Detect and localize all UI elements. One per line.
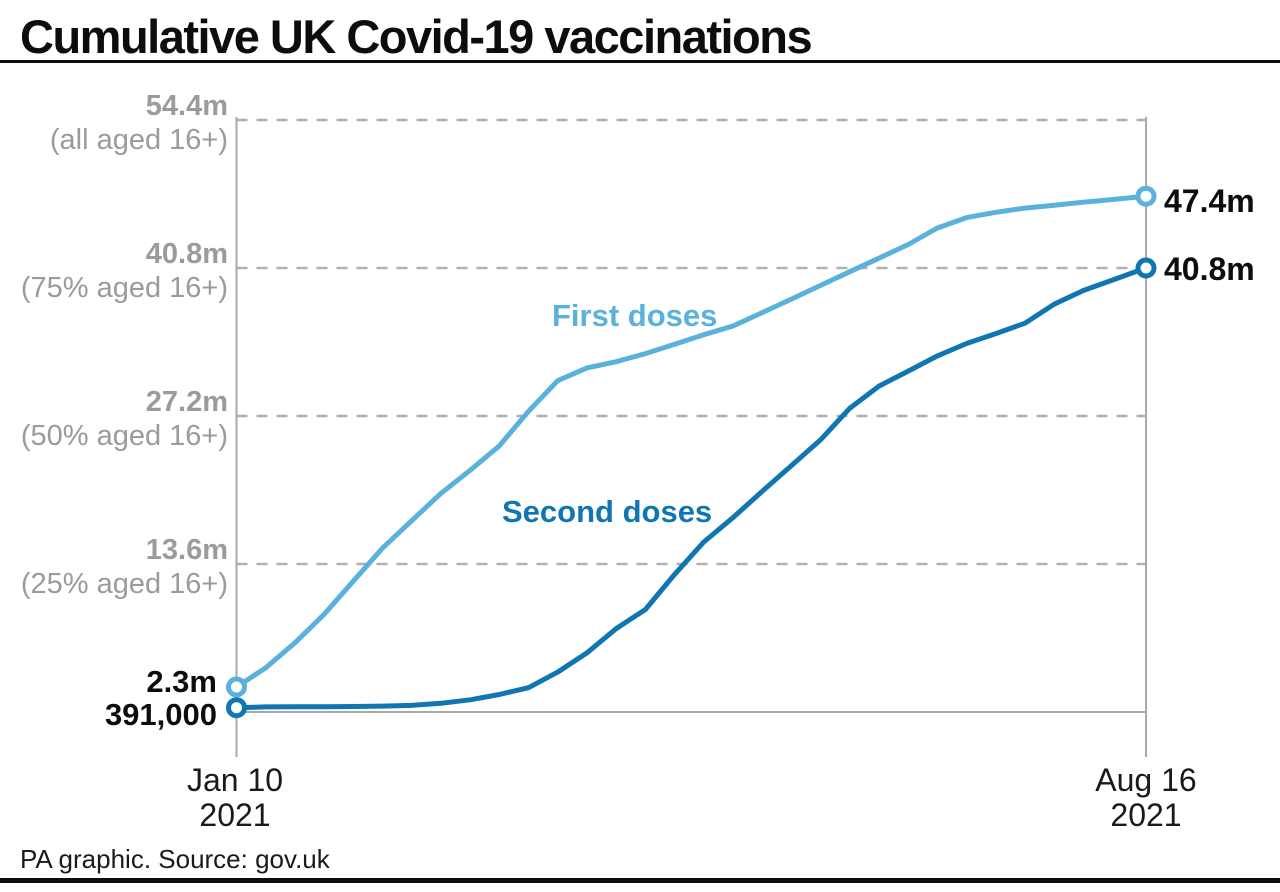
x-axis-end-label: Aug 16 2021 bbox=[1046, 763, 1246, 833]
second-doses-end-marker bbox=[1135, 257, 1157, 279]
first-doses-series-label: First doses bbox=[552, 298, 718, 333]
x-axis-end-date: Aug 16 bbox=[1095, 762, 1197, 798]
y-guide-value-54-4m: 54.4m bbox=[145, 90, 228, 122]
x-axis-start-label: Jan 10 2021 bbox=[135, 763, 335, 833]
first-doses-start-marker bbox=[226, 676, 247, 698]
second-doses-series-label: Second doses bbox=[502, 494, 713, 529]
y-guide-sublabel-25pct: (25% aged 16+) bbox=[20, 568, 228, 600]
y-guide-sublabel-50pct: (50% aged 16+) bbox=[20, 420, 228, 452]
x-axis-start-date: Jan 10 bbox=[186, 762, 284, 798]
second-doses-start-value: 391,000 bbox=[104, 697, 217, 732]
first-doses-end-value: 47.4m bbox=[1164, 183, 1255, 219]
first-doses-line bbox=[234, 193, 1149, 690]
y-guide-value-13-6m: 13.6m bbox=[145, 534, 228, 566]
title-divider bbox=[0, 60, 1280, 63]
y-guide-value-27-2m: 27.2m bbox=[145, 386, 228, 418]
second-doses-line bbox=[234, 265, 1149, 711]
first-doses-end-marker bbox=[1135, 185, 1157, 207]
second-doses-end-value: 40.8m bbox=[1164, 251, 1255, 287]
source-credit: PA graphic. Source: gov.uk bbox=[20, 844, 330, 874]
y-guide-sublabel-all-aged: (all aged 16+) bbox=[49, 124, 228, 156]
x-axis-start-year: 2021 bbox=[199, 797, 271, 833]
y-guide-sublabel-75pct: (75% aged 16+) bbox=[20, 272, 228, 304]
y-guide-value-40-8m: 40.8m bbox=[145, 238, 228, 270]
page-title: Cumulative UK Covid-19 vaccinations bbox=[20, 10, 813, 63]
first-doses-start-value: 2.3m bbox=[146, 664, 217, 699]
bottom-rule bbox=[0, 878, 1280, 883]
x-axis-end-year: 2021 bbox=[1110, 797, 1182, 833]
second-doses-start-marker bbox=[226, 697, 247, 719]
